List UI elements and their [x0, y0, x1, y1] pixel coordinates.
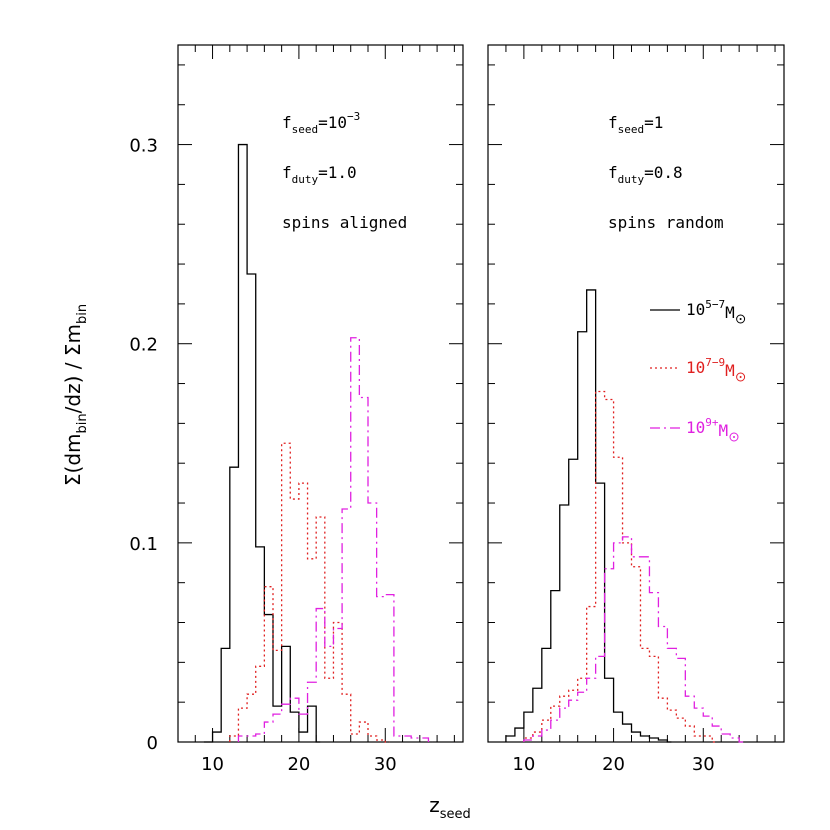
legend-label-s3: 109+M — [686, 416, 728, 440]
x-tick-label: 30 — [374, 754, 397, 775]
legend-label-s2: 107−9M — [686, 356, 735, 380]
legend-label-s1: 105−7M — [686, 298, 735, 322]
panel-annotation: spins aligned — [282, 213, 407, 232]
y-tick-label: 0.2 — [129, 335, 158, 356]
y-tick-label: 0 — [147, 733, 158, 754]
sun-symbol-icon — [739, 376, 742, 378]
panel-annotation: fseed=10−3 — [282, 110, 360, 136]
series-s1-line — [505, 289, 672, 743]
y-axis-label: Σ(dmbin/dz) / Σmbin — [61, 304, 90, 486]
y-tick-label: 0.1 — [129, 534, 158, 555]
sun-symbol-icon — [736, 314, 746, 324]
series-s1-line — [203, 143, 321, 743]
series-s3-line — [523, 536, 744, 743]
plot-frame — [177, 44, 464, 743]
x-tick-label: 10 — [201, 754, 224, 775]
sun-symbol-icon — [729, 432, 739, 442]
x-tick-label: 30 — [692, 754, 715, 775]
series-s3-line — [237, 337, 433, 743]
sun-symbol-icon — [736, 372, 746, 382]
x-tick-label: 20 — [602, 754, 625, 775]
x-axis-label: zseed — [429, 793, 471, 822]
panel-annotation: spins random — [608, 213, 724, 232]
sun-symbol-icon — [733, 436, 735, 438]
series-s2-line — [229, 442, 390, 743]
series-s2-line — [523, 390, 717, 743]
plot-frame — [487, 44, 785, 743]
right-panel: 10 20 30 fseed=1 fduty=0.8 spins random 105−7M… — [487, 44, 785, 775]
panel-annotation: fduty=1.0 — [282, 163, 357, 186]
panel-annotation: fseed=1 — [608, 113, 663, 136]
left-panel: 10 20 30 0 0.1 0.2 0.3 fseed=10−3 fduty=1.0 spins… — [129, 44, 464, 775]
y-tick-label: 0.3 — [129, 136, 158, 157]
sun-symbol-icon — [739, 318, 742, 320]
x-tick-label: 20 — [287, 754, 310, 775]
x-tick-label: 10 — [512, 754, 535, 775]
panel-annotation: fduty=0.8 — [608, 163, 683, 186]
